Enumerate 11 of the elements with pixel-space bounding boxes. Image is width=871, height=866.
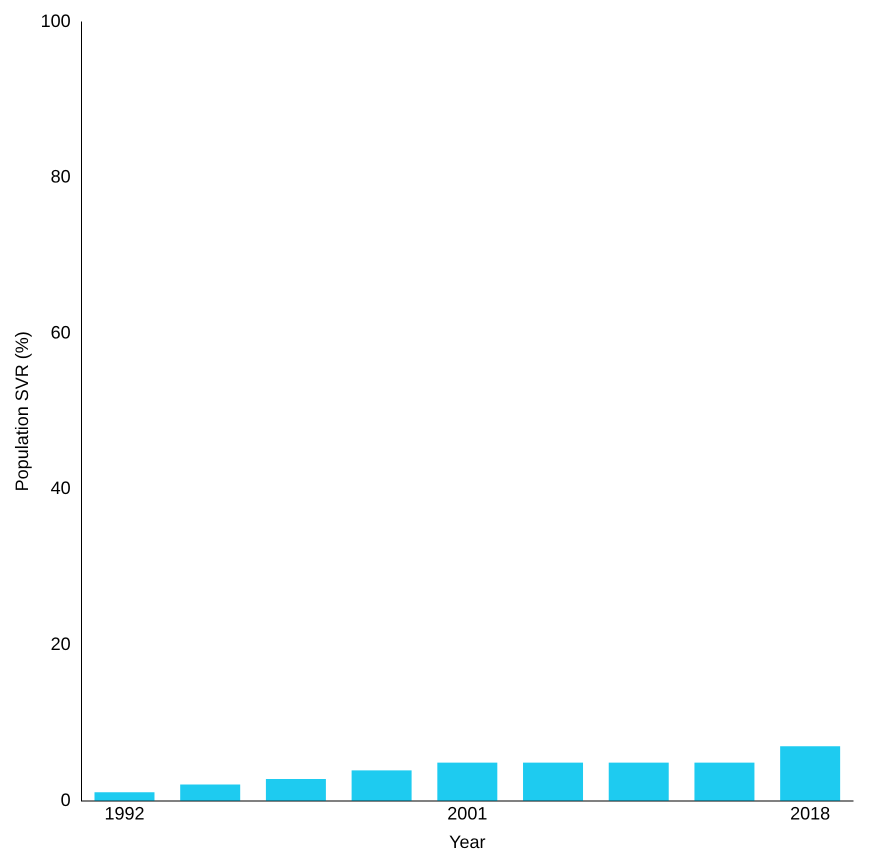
y-tick-label: 0 bbox=[60, 790, 71, 810]
x-tick-label: 2001 bbox=[447, 804, 488, 824]
x-axis-title: Year bbox=[449, 832, 486, 852]
y-tick-label: 20 bbox=[50, 634, 71, 654]
x-tick-label: 2018 bbox=[790, 804, 830, 824]
x-tick-label: 1992 bbox=[104, 804, 145, 824]
y-axis-title: Population SVR (%) bbox=[12, 331, 32, 492]
y-tick-label: 40 bbox=[50, 478, 71, 498]
y-tick-label: 80 bbox=[50, 166, 71, 187]
y-tick-label: 100 bbox=[40, 10, 71, 31]
y-tick-label: 60 bbox=[50, 322, 71, 342]
